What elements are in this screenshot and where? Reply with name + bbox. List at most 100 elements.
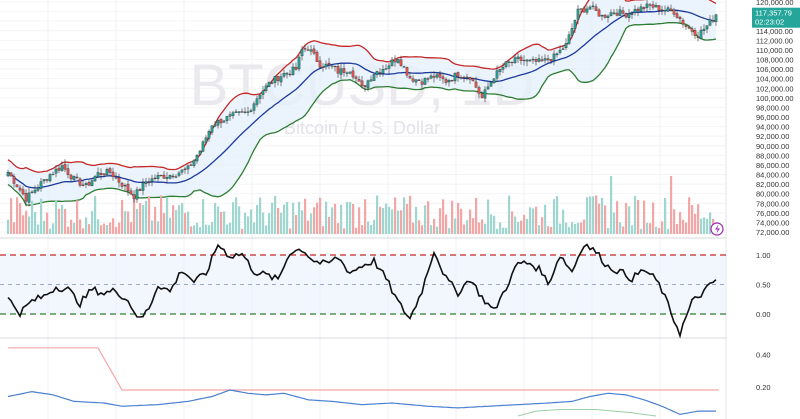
volume-bar (133, 197, 136, 234)
volume-bar (253, 222, 256, 234)
candle-body (600, 14, 604, 17)
volume-bar (298, 201, 301, 234)
price-axis[interactable]: 120,000.00118,000.00116,000.00114,000.00… (727, 0, 800, 419)
candle-body (645, 3, 649, 8)
volume-bar (223, 211, 226, 234)
candle-body (72, 176, 76, 181)
candle-body (135, 189, 139, 200)
candle-body (57, 167, 61, 171)
candle-body (498, 68, 502, 72)
volume-bar (97, 219, 100, 234)
candle-body (255, 98, 259, 105)
volume-bar (595, 195, 598, 234)
volume-bar (502, 227, 505, 234)
price-tick-label: 74,000.00 (756, 218, 789, 227)
candle-body (66, 168, 70, 176)
oscillator-pane-1 (0, 243, 726, 339)
candle-body (93, 176, 97, 182)
candle-body (483, 89, 487, 99)
osc2-tick-label: 0.40 (756, 350, 771, 359)
candle-body (384, 68, 388, 70)
candle-body (276, 76, 280, 82)
volume-bar (229, 222, 232, 234)
candle-body (24, 192, 28, 202)
candle-body (696, 36, 700, 38)
volume-bar (664, 198, 667, 234)
candle-body (231, 112, 235, 116)
volume-bar (187, 211, 190, 234)
volume-bar (352, 204, 355, 234)
candle-body (366, 80, 370, 89)
volume-bar (628, 206, 631, 234)
candle-body (234, 111, 238, 113)
volume-bar (361, 225, 364, 234)
volume-bar (109, 222, 112, 234)
volume-bar (70, 219, 73, 234)
volume-bar (142, 205, 145, 234)
volume-bar (418, 220, 421, 234)
volume-bar (415, 206, 418, 234)
candle-body (99, 172, 103, 175)
volume-bar (310, 213, 313, 234)
volume-bar (121, 199, 124, 234)
volume-bar (562, 209, 565, 234)
volume-bar (178, 205, 181, 234)
volume-bar (442, 199, 445, 234)
candle-body (627, 13, 631, 18)
volume-bar (511, 211, 514, 234)
candle-body (264, 85, 268, 92)
candle-body (138, 189, 142, 191)
candle-body (183, 168, 187, 170)
candle-body (642, 7, 646, 10)
volume-bar (346, 201, 349, 234)
candle-body (429, 75, 433, 79)
volume-bar (196, 222, 199, 234)
candle-body (648, 4, 652, 6)
volume-bar (274, 196, 277, 234)
candle-body (126, 183, 130, 192)
candle-body (663, 10, 667, 12)
volume-bar (421, 225, 424, 234)
candle-body (375, 71, 379, 76)
candle-body (306, 49, 310, 51)
candle-body (18, 187, 22, 191)
candle-body (81, 184, 85, 186)
price-tick-label: 98,000.00 (756, 103, 789, 112)
volume-bar (634, 196, 637, 234)
candle-body (42, 179, 46, 182)
candle-body (672, 9, 676, 15)
candle-body (660, 9, 664, 11)
volume-bar (430, 225, 433, 234)
candle-body (180, 169, 184, 173)
candle-body (468, 76, 472, 80)
candle-body (228, 114, 232, 117)
volume-bar (355, 227, 358, 234)
price-tick-label: 90,000.00 (756, 142, 789, 151)
volume-bar (397, 210, 400, 234)
volume-bar (46, 212, 49, 234)
candle-body (537, 58, 541, 62)
volume-bar (112, 218, 115, 234)
volume-bar (574, 223, 577, 234)
candle-body (669, 8, 673, 11)
volume-bar (13, 222, 16, 234)
candle-body (465, 76, 469, 79)
volume-bar (487, 199, 490, 234)
candle-body (705, 25, 709, 30)
candle-body (381, 68, 385, 74)
volume-bar (643, 200, 646, 234)
volume-bar (73, 222, 76, 234)
volume-bar (331, 207, 334, 234)
volume-bar (172, 205, 175, 234)
candle-body (471, 78, 475, 82)
volume-bar (535, 206, 538, 234)
volume-bar (313, 207, 316, 234)
candle-body (141, 182, 145, 191)
volume-bar (646, 222, 649, 234)
volume-bar (184, 212, 187, 234)
candle-body (114, 177, 118, 179)
candle-body (198, 150, 202, 155)
volume-bar (145, 200, 148, 234)
candle-body (294, 66, 298, 70)
